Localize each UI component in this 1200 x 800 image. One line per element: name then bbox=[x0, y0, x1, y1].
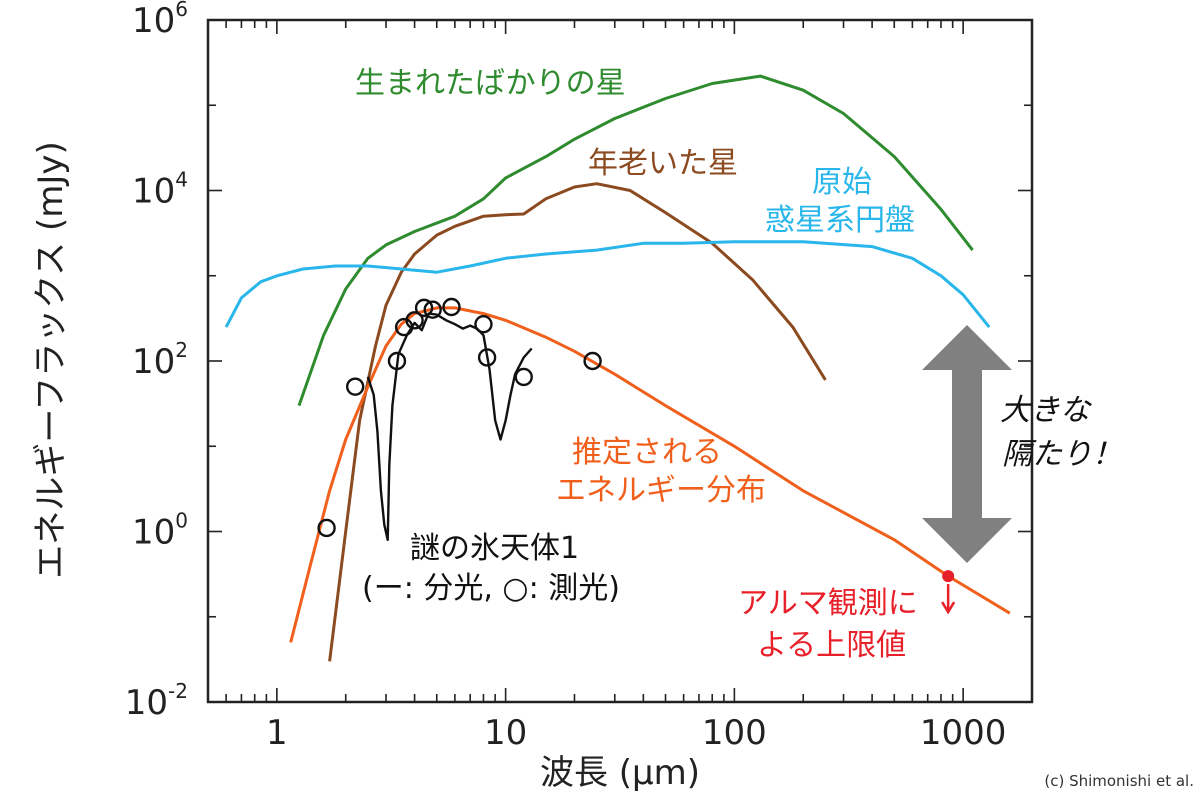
y-tick-label: 100 bbox=[132, 509, 188, 553]
x-tick-label: 1000 bbox=[920, 713, 1007, 753]
photometry-point bbox=[405, 311, 424, 330]
label-gap-line1: 大きな bbox=[1000, 393, 1092, 428]
y-tick-label: 10-2 bbox=[125, 679, 188, 723]
photometry-point bbox=[317, 518, 336, 538]
label-object-line1: 謎の氷天体1 bbox=[410, 531, 579, 566]
photometry-point bbox=[345, 377, 365, 396]
label-alma-line1: アルマ観測に bbox=[738, 586, 918, 621]
series-line-1 bbox=[328, 182, 827, 662]
x-axis-title: 波長 (μm) bbox=[540, 753, 700, 793]
series-line-0 bbox=[297, 74, 974, 407]
x-tick-label: 1 bbox=[266, 713, 288, 753]
photometry-layer bbox=[317, 297, 602, 538]
upper-limit-point bbox=[942, 570, 955, 583]
label-disk-line2: 惑星系円盤 bbox=[765, 203, 915, 238]
y-tick-labels: 10-2 100 102 104 106 bbox=[125, 0, 188, 723]
label-gap-line2: 隔たり！ bbox=[1002, 437, 1122, 472]
axis-ticks bbox=[207, 19, 1033, 703]
x-tick-labels: 1 10 100 1000 bbox=[266, 713, 1006, 753]
upper-limit-marker bbox=[941, 570, 956, 615]
label-disk-line1: 原始 bbox=[812, 165, 872, 200]
x-tick-label: 10 bbox=[484, 713, 527, 753]
upper-limit-arrow-head bbox=[941, 601, 956, 615]
credit-text: (c) Shimonishi et al. bbox=[1044, 772, 1194, 790]
gap-double-arrow bbox=[922, 325, 1012, 563]
gap-arrow-shape bbox=[922, 325, 1012, 563]
label-estimated-line1: 推定される bbox=[572, 435, 722, 470]
photometry-point bbox=[387, 351, 407, 371]
photometry-point bbox=[474, 315, 493, 334]
series-line-4 bbox=[366, 312, 533, 541]
photometry-point bbox=[514, 367, 533, 387]
label-old-star: 年老いた星 bbox=[588, 146, 738, 181]
series-layer bbox=[224, 74, 1011, 662]
y-tick-label: 106 bbox=[132, 0, 188, 41]
photometry-point bbox=[583, 351, 602, 371]
photometry-point bbox=[477, 348, 497, 367]
photometry-point bbox=[414, 298, 434, 318]
label-alma-line2: よる上限値 bbox=[757, 628, 906, 663]
y-axis-title: エネルギーフラックス (mJy) bbox=[31, 141, 71, 579]
photometry-point bbox=[442, 297, 461, 317]
series-line-3 bbox=[289, 306, 1011, 643]
photometry-point bbox=[423, 300, 442, 319]
y-tick-label: 104 bbox=[132, 168, 188, 212]
y-tick-label: 102 bbox=[132, 338, 188, 382]
label-object-line2: (ー: 分光, ○: 測光) bbox=[362, 571, 620, 606]
x-tick-label: 100 bbox=[702, 713, 767, 753]
series-line-2 bbox=[224, 240, 991, 329]
label-estimated-line2: エネルギー分布 bbox=[556, 473, 766, 508]
label-young-star: 生まれたばかりの星 bbox=[355, 66, 626, 101]
